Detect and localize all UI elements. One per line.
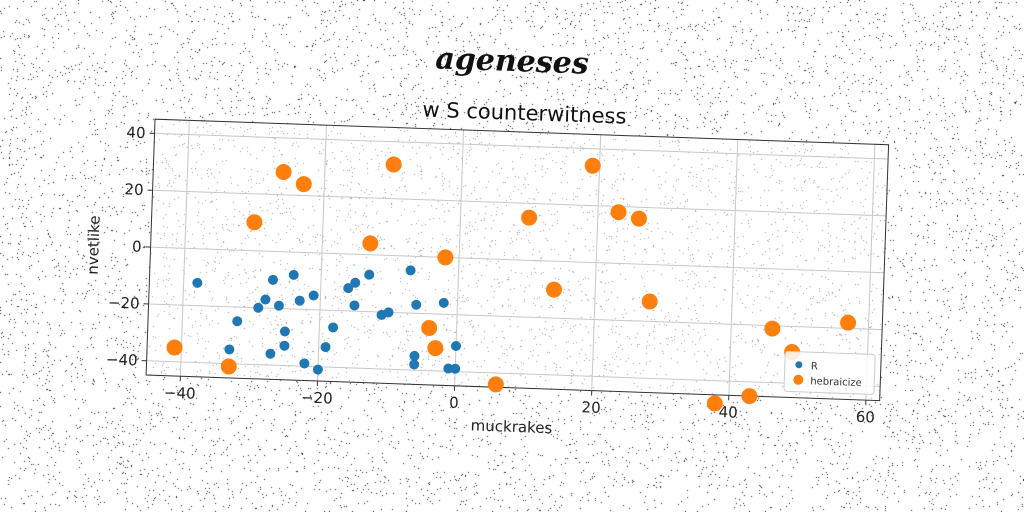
y-tick-label: 40 bbox=[126, 123, 146, 142]
point-r bbox=[438, 297, 449, 308]
point-hebraicize bbox=[764, 320, 781, 337]
x-tick-label: 40 bbox=[718, 403, 738, 422]
point-hebraicize bbox=[385, 156, 402, 173]
point-r bbox=[320, 342, 331, 353]
point-r bbox=[451, 340, 462, 351]
legend-label-hebraicize: hebraicize bbox=[810, 376, 862, 389]
point-r bbox=[288, 269, 299, 280]
point-hebraicize bbox=[546, 281, 563, 298]
point-r bbox=[224, 344, 235, 355]
point-hebraicize bbox=[521, 209, 538, 226]
point-hebraicize bbox=[610, 204, 627, 221]
x-axis-label: muckrakes bbox=[470, 416, 552, 437]
point-r bbox=[294, 295, 305, 306]
point-hebraicize bbox=[275, 164, 292, 181]
point-hebraicize bbox=[706, 395, 723, 412]
x-tick-label: −20 bbox=[301, 388, 333, 407]
point-r bbox=[405, 265, 416, 276]
x-tick-label: 0 bbox=[449, 394, 459, 412]
point-hebraicize bbox=[487, 376, 504, 393]
x-tick-label: 20 bbox=[581, 398, 601, 417]
y-tick-label: 0 bbox=[132, 237, 142, 255]
y-tick-label: 20 bbox=[124, 180, 144, 199]
point-r bbox=[409, 350, 420, 361]
y-tick-label: −20 bbox=[108, 294, 140, 313]
x-tick-label: −40 bbox=[164, 384, 196, 403]
point-r bbox=[343, 283, 354, 294]
grid-line-y bbox=[152, 189, 887, 217]
point-hebraicize bbox=[741, 388, 758, 405]
point-r bbox=[267, 274, 278, 285]
point-hebraicize bbox=[641, 293, 658, 310]
point-hebraicize bbox=[246, 214, 263, 231]
point-r bbox=[308, 290, 319, 301]
point-r bbox=[279, 340, 290, 351]
point-r bbox=[260, 294, 271, 305]
chart-title: w S counterwitness bbox=[422, 98, 627, 129]
point-r bbox=[328, 322, 339, 333]
point-r bbox=[232, 316, 243, 327]
point-hebraicize bbox=[220, 358, 237, 375]
axis-ticks: −40 −20 0 20 40 60 −40 −20 0 20 40 bbox=[106, 123, 876, 427]
y-tick-label: −40 bbox=[106, 350, 138, 369]
point-hebraicize bbox=[166, 339, 183, 356]
point-r bbox=[265, 348, 276, 359]
point-hebraicize bbox=[584, 157, 601, 174]
point-r bbox=[253, 302, 264, 313]
grid-line-y bbox=[154, 132, 889, 160]
point-r bbox=[299, 358, 310, 369]
point-r bbox=[279, 326, 290, 337]
legend-label-r: R bbox=[811, 361, 818, 372]
legend-box bbox=[783, 350, 876, 395]
point-r bbox=[350, 277, 361, 288]
point-hebraicize bbox=[630, 210, 647, 227]
data-points bbox=[166, 156, 857, 412]
grid-line-y bbox=[148, 303, 883, 331]
grid-line-y bbox=[146, 360, 881, 387]
point-r bbox=[409, 359, 420, 370]
point-hebraicize bbox=[437, 249, 454, 266]
point-hebraicize bbox=[421, 319, 438, 336]
point-hebraicize bbox=[840, 314, 857, 331]
point-hebraicize bbox=[427, 340, 444, 357]
point-hebraicize bbox=[362, 235, 379, 252]
point-r bbox=[192, 277, 203, 288]
point-r bbox=[450, 363, 461, 374]
point-r bbox=[411, 299, 422, 310]
legend: R hebraicize bbox=[783, 350, 876, 395]
legend-marker-hebraicize bbox=[793, 374, 804, 385]
point-r bbox=[312, 364, 323, 375]
legend-marker-r bbox=[795, 361, 803, 369]
point-r bbox=[349, 300, 360, 311]
point-hebraicize bbox=[295, 176, 312, 193]
point-r bbox=[364, 269, 375, 280]
point-r bbox=[383, 307, 394, 318]
y-axis-label: nvetlike bbox=[84, 215, 104, 275]
grid bbox=[146, 120, 889, 401]
point-r bbox=[273, 300, 284, 311]
x-tick-label: 60 bbox=[856, 408, 876, 427]
grid-line-y bbox=[150, 246, 885, 274]
